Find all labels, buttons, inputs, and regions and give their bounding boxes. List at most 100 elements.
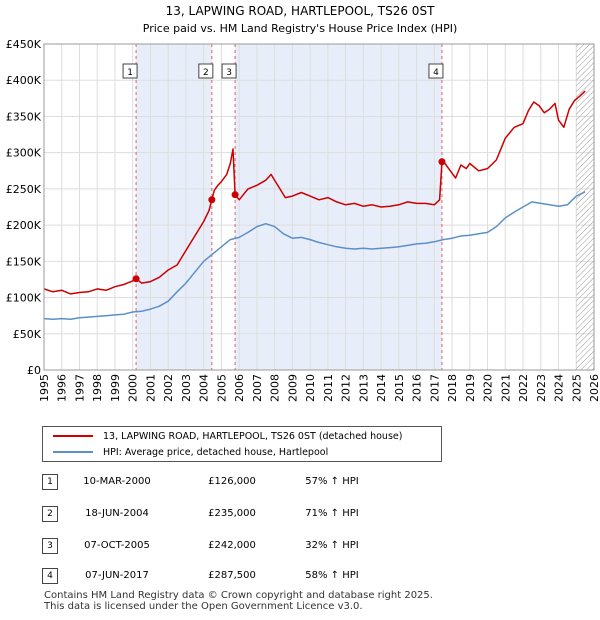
legend-label-hpi: HPI: Average price, detached house, Hart… xyxy=(103,446,329,458)
x-tick-label: 2011 xyxy=(322,374,335,402)
x-tick-label: 2001 xyxy=(144,374,157,402)
transaction-label-box xyxy=(198,63,214,79)
y-tick-label: £350K xyxy=(6,110,42,123)
x-tick-label: 2015 xyxy=(393,374,406,402)
x-tick-label: 2002 xyxy=(162,374,175,402)
footer-licence: This data is licensed under the Open Gov… xyxy=(44,601,363,612)
x-tick-label: 2018 xyxy=(446,374,459,402)
transaction-price: £126,000 xyxy=(208,476,256,487)
legend: 13, LAPWING ROAD, HARTLEPOOL, TS26 0ST (… xyxy=(42,426,442,462)
y-tick-label: £250K xyxy=(6,183,42,196)
transaction-points xyxy=(132,158,446,283)
x-tick-label: 2024 xyxy=(553,374,566,402)
transaction-hpi-change: 32% ↑ HPI xyxy=(305,540,359,551)
y-tick-label: £150K xyxy=(6,255,42,268)
footer: Contains HM Land Registry data © Crown c… xyxy=(44,590,433,612)
chart-subtitle: Price paid vs. HM Land Registry's House … xyxy=(143,22,458,35)
y-tick-label: £450K xyxy=(6,38,42,51)
transaction-label: 1 xyxy=(127,68,133,78)
transaction-point xyxy=(208,196,216,204)
transaction-label: 3 xyxy=(226,68,232,78)
x-tick-label: 2017 xyxy=(428,374,441,402)
transaction-label-box xyxy=(428,63,444,79)
transaction-markers xyxy=(135,44,443,370)
x-tick-label: 1996 xyxy=(56,374,69,402)
x-tick-label: 2022 xyxy=(517,374,530,402)
series-line xyxy=(43,90,586,295)
transaction-hpi-change: 57% ↑ HPI xyxy=(305,476,359,487)
transaction-point xyxy=(132,275,140,283)
y-tick-label: £300K xyxy=(6,147,42,160)
x-tick-label: 2016 xyxy=(411,374,424,402)
x-tick-label: 2000 xyxy=(127,374,140,402)
x-tick-label: 2026 xyxy=(588,374,600,402)
x-tick-label: 1998 xyxy=(91,374,104,402)
axes: £0 £50K £100K £150K £200K £250K £300K £350K £400… xyxy=(6,38,600,402)
x-tick-label: 2023 xyxy=(535,374,548,402)
transaction-labels: 1 2 3 4 xyxy=(122,63,444,79)
hatched-region xyxy=(576,44,594,370)
x-tick-label: 2003 xyxy=(180,374,193,402)
x-tick-label: 1997 xyxy=(73,374,86,402)
chart-title: 13, LAPWING ROAD, HARTLEPOOL, TS26 0ST xyxy=(166,4,435,18)
price-chart: 13, LAPWING ROAD, HARTLEPOOL, TS26 0ST P… xyxy=(6,4,600,402)
legend-swatch-hpi xyxy=(53,451,93,453)
x-tick-label: 2005 xyxy=(215,374,228,402)
x-tick-label: 2019 xyxy=(464,374,477,402)
transaction-number: 4 xyxy=(42,568,58,584)
x-tick-label: 1995 xyxy=(38,374,51,402)
table-row: 3 07-OCT-2005 £242,000 32% ↑ HPI xyxy=(42,538,402,554)
y-tick-label: £200K xyxy=(6,219,42,232)
x-tick-label: 2020 xyxy=(482,374,495,402)
transaction-date: 18-JUN-2004 xyxy=(85,508,149,519)
y-tick-label: £100K xyxy=(6,292,42,305)
series-lines xyxy=(43,90,586,321)
transaction-number: 3 xyxy=(42,538,58,554)
y-tick-label: £0 xyxy=(27,364,41,377)
transaction-number: 1 xyxy=(42,474,58,490)
legend-item-hpi: HPI: Average price, detached house, Hart… xyxy=(53,445,328,459)
table-row: 4 07-JUN-2017 £287,500 58% ↑ HPI xyxy=(42,568,402,584)
y-tick-label: £400K xyxy=(6,74,42,87)
x-tick-label: 2009 xyxy=(286,374,299,402)
forecast-hatch xyxy=(576,44,594,370)
transaction-date: 07-JUN-2017 xyxy=(85,570,149,581)
shaded-ranges xyxy=(136,44,442,370)
shaded-range xyxy=(136,44,212,370)
table-row: 2 18-JUN-2004 £235,000 71% ↑ HPI xyxy=(42,506,402,522)
x-tick-label: 2004 xyxy=(198,374,211,402)
x-tick-label: 2021 xyxy=(499,374,512,402)
legend-swatch-property xyxy=(53,435,93,437)
shaded-range xyxy=(235,44,442,370)
legend-label-property: 13, LAPWING ROAD, HARTLEPOOL, TS26 0ST (… xyxy=(103,430,403,442)
transaction-hpi-change: 58% ↑ HPI xyxy=(305,570,359,581)
x-tick-label: 2012 xyxy=(340,374,353,402)
y-tick-label: £50K xyxy=(13,328,42,341)
x-tick-label: 2013 xyxy=(357,374,370,402)
x-tick-label: 2025 xyxy=(570,374,583,402)
x-tick-label: 2010 xyxy=(304,374,317,402)
x-tick-label: 2008 xyxy=(269,374,282,402)
transaction-label-box xyxy=(221,63,237,79)
transaction-label-box xyxy=(122,63,138,79)
x-tick-label: 2006 xyxy=(233,374,246,402)
table-row: 1 10-MAR-2000 £126,000 57% ↑ HPI xyxy=(42,474,402,490)
transaction-price: £235,000 xyxy=(208,508,256,519)
footer-copyright: Contains HM Land Registry data © Crown c… xyxy=(44,590,433,601)
transaction-date: 07-OCT-2005 xyxy=(84,540,150,551)
transaction-price: £242,000 xyxy=(208,540,256,551)
legend-item-property: 13, LAPWING ROAD, HARTLEPOOL, TS26 0ST (… xyxy=(53,429,402,443)
plot-frame xyxy=(43,43,595,371)
transaction-point xyxy=(438,158,446,166)
transaction-point xyxy=(231,191,239,199)
transaction-date: 10-MAR-2000 xyxy=(83,476,151,487)
transaction-number: 2 xyxy=(42,506,58,522)
transaction-price: £287,500 xyxy=(208,570,256,581)
transaction-hpi-change: 71% ↑ HPI xyxy=(305,508,359,519)
x-tick-label: 2014 xyxy=(375,374,388,402)
transaction-label: 2 xyxy=(203,68,209,78)
series-line xyxy=(43,191,586,321)
x-tick-label: 1999 xyxy=(109,374,122,402)
transaction-label: 4 xyxy=(433,68,439,78)
x-tick-label: 2007 xyxy=(251,374,264,402)
